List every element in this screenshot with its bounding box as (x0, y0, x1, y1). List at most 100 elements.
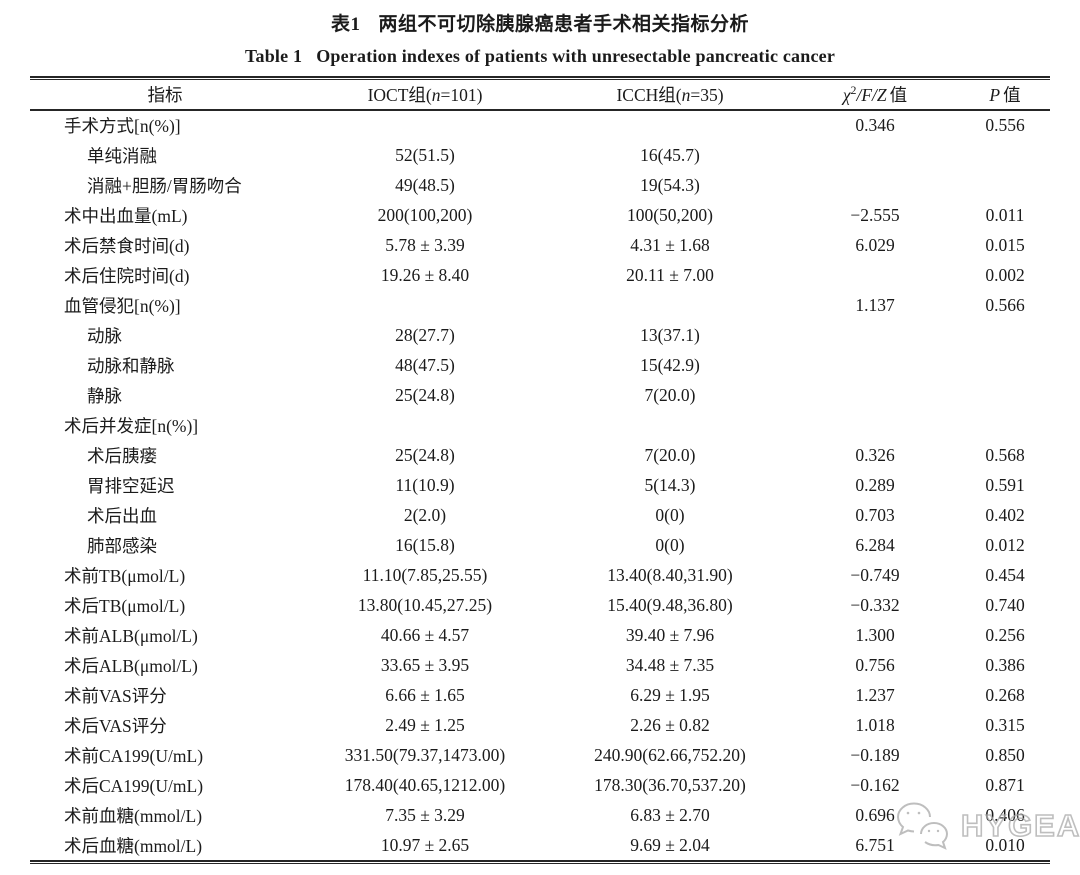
p-value-cell: 0.556 (985, 115, 1025, 135)
ioct-value-cell: 178.40(40.65,1212.00) (344, 774, 506, 795)
ioct-value-cell: 200(100,200) (377, 204, 473, 225)
statistic-value-cell: 6.029 (855, 234, 895, 255)
indicator-cell: 术后并发症[n(%)] (64, 415, 199, 436)
statistic-value-cell: −2.555 (850, 204, 900, 225)
icch-value-cell: 34.48 ± 7.35 (625, 654, 715, 675)
table-row: 术后住院时间(d) 19.26 ± 8.40 20.11 ± 7.00 0.00… (30, 260, 1050, 290)
icch-value-cell: 16(45.7) (640, 144, 700, 165)
table-top-rule (30, 76, 1050, 80)
icch-value-cell: 7(20.0) (644, 384, 696, 405)
p-value-cell: 0.406 (985, 804, 1025, 825)
statistic-value-cell: 0.346 (855, 115, 895, 135)
statistic-value-cell: 1.137 (855, 294, 895, 315)
indicator-cell: 术前VAS评分 (64, 685, 167, 706)
statistic-value-cell (790, 170, 960, 200)
statistic-value-cell: 6.751 (855, 834, 895, 855)
indicator-cell: 术后TB(μmol/L) (64, 595, 186, 616)
table-row: 术后VAS评分 2.49 ± 1.25 2.26 ± 0.82 1.018 0.… (30, 710, 1050, 740)
icch-value-cell: 2.26 ± 0.82 (630, 714, 710, 735)
statistic-value-cell: 6.284 (855, 534, 895, 555)
p-value-cell: 0.015 (985, 234, 1025, 255)
indicator-cell: 术前TB(μmol/L) (64, 565, 186, 586)
indicator-cell: 术后CA199(U/mL) (64, 775, 204, 796)
statistic-value-cell: 0.703 (855, 504, 895, 525)
icch-value-cell: 0(0) (655, 504, 685, 525)
ioct-value-cell: 16(15.8) (395, 534, 455, 555)
ioct-value-cell: 52(51.5) (395, 144, 455, 165)
statistic-value-cell: −0.332 (850, 594, 900, 615)
table-row: 血管侵犯[n(%)] 1.137 0.566 (30, 290, 1050, 320)
statistic-value-cell (790, 320, 960, 350)
ioct-value-cell: 11(10.9) (395, 474, 455, 495)
p-value-cell: 0.454 (985, 564, 1025, 585)
ioct-value-cell (300, 110, 550, 140)
ioct-value-cell: 19.26 ± 8.40 (380, 264, 470, 285)
table-row: 术后CA199(U/mL) 178.40(40.65,1212.00) 178.… (30, 770, 1050, 800)
table-row: 术后出血 2(2.0) 0(0) 0.703 0.402 (30, 500, 1050, 530)
p-value-cell (960, 350, 1050, 380)
statistic-value-cell: −0.189 (850, 744, 900, 765)
indicator-cell: 血管侵犯[n(%)] (64, 295, 181, 316)
icch-value-cell: 15.40(9.48,36.80) (607, 594, 733, 615)
p-value-cell: 0.315 (985, 714, 1025, 735)
table-number-chinese: 表1 (330, 14, 361, 35)
table-row: 单纯消融 52(51.5) 16(45.7) (30, 140, 1050, 170)
table-row: 胃排空延迟 11(10.9) 5(14.3) 0.289 0.591 (30, 470, 1050, 500)
icch-value-cell: 15(42.9) (640, 354, 700, 375)
statistic-value-cell (790, 260, 960, 290)
table-row: 动脉和静脉 48(47.5) 15(42.9) (30, 350, 1050, 380)
table-row: 术后禁食时间(d) 5.78 ± 3.39 4.31 ± 1.68 6.029 … (30, 230, 1050, 260)
statistic-value-cell: 0.696 (855, 804, 895, 825)
ioct-value-cell: 33.65 ± 3.95 (380, 654, 470, 675)
statistic-value-cell: 1.300 (855, 624, 895, 645)
table-row: 术后并发症[n(%)] (30, 410, 1050, 440)
icch-value-cell: 39.40 ± 7.96 (625, 624, 715, 645)
indicator-cell: 术后胰瘘 (87, 445, 157, 466)
table-title-english: Table 1 Operation indexes of patients wit… (0, 46, 1080, 67)
table-row: 消融+胆肠/胃肠吻合 49(48.5) 19(54.3) (30, 170, 1050, 200)
ioct-value-cell: 49(48.5) (395, 174, 455, 195)
icch-value-cell: 4.31 ± 1.68 (630, 234, 710, 255)
indicator-cell: 静脉 (87, 385, 122, 406)
indicator-cell: 单纯消融 (87, 145, 157, 166)
table-row: 术后ALB(μmol/L) 33.65 ± 3.95 34.48 ± 7.35 … (30, 650, 1050, 680)
p-value-cell: 0.386 (985, 654, 1025, 675)
indicator-cell: 消融+胆肠/胃肠吻合 (87, 175, 242, 196)
icch-value-cell: 6.83 ± 2.70 (630, 804, 710, 825)
indicator-cell: 动脉 (87, 325, 122, 346)
table-row: 术后胰瘘 25(24.8) 7(20.0) 0.326 0.568 (30, 440, 1050, 470)
ioct-value-cell (300, 290, 550, 320)
ioct-value-cell (300, 410, 550, 440)
ioct-value-cell: 6.66 ± 1.65 (385, 684, 465, 705)
p-value-cell: 0.566 (985, 294, 1025, 315)
statistic-value-cell: −0.749 (850, 564, 900, 585)
column-header-icch-group: ICCH组(n=35) (550, 80, 790, 111)
indicator-cell: 胃排空延迟 (87, 475, 175, 496)
p-value-cell: 0.012 (985, 534, 1025, 555)
p-value-cell: 0.268 (985, 684, 1025, 705)
icch-value-cell: 7(20.0) (644, 444, 696, 465)
p-value-cell (960, 140, 1050, 170)
indicator-cell: 术后住院时间(d) (64, 265, 190, 286)
p-value-cell: 0.402 (985, 504, 1025, 525)
table-row: 术前CA199(U/mL) 331.50(79.37,1473.00) 240.… (30, 740, 1050, 770)
table-row: 动脉 28(27.7) 13(37.1) (30, 320, 1050, 350)
table-body: 手术方式[n(%)] 0.346 0.556 单纯消融 52(51.5) 16(… (30, 110, 1050, 860)
table-title-chinese: 表1 两组不可切除胰腺癌患者手术相关指标分析 (0, 9, 1080, 36)
icch-value-cell (550, 110, 790, 140)
table-row: 术前血糖(mmol/L) 7.35 ± 3.29 6.83 ± 2.70 0.6… (30, 800, 1050, 830)
indicator-cell: 术中出血量(mL) (64, 205, 188, 226)
ioct-value-cell: 331.50(79.37,1473.00) (344, 744, 506, 765)
table-row: 术前TB(μmol/L) 11.10(7.85,25.55) 13.40(8.4… (30, 560, 1050, 590)
ioct-value-cell: 25(24.8) (395, 444, 455, 465)
p-value-cell: 0.002 (985, 264, 1025, 285)
table-number-english: Table 1 (244, 46, 303, 66)
column-header-indicator: 指标 (30, 80, 300, 111)
indicator-cell: 术后禁食时间(d) (64, 235, 190, 256)
p-value-cell (960, 170, 1050, 200)
table-row: 手术方式[n(%)] 0.346 0.556 (30, 110, 1050, 140)
icch-value-cell: 19(54.3) (640, 174, 700, 195)
